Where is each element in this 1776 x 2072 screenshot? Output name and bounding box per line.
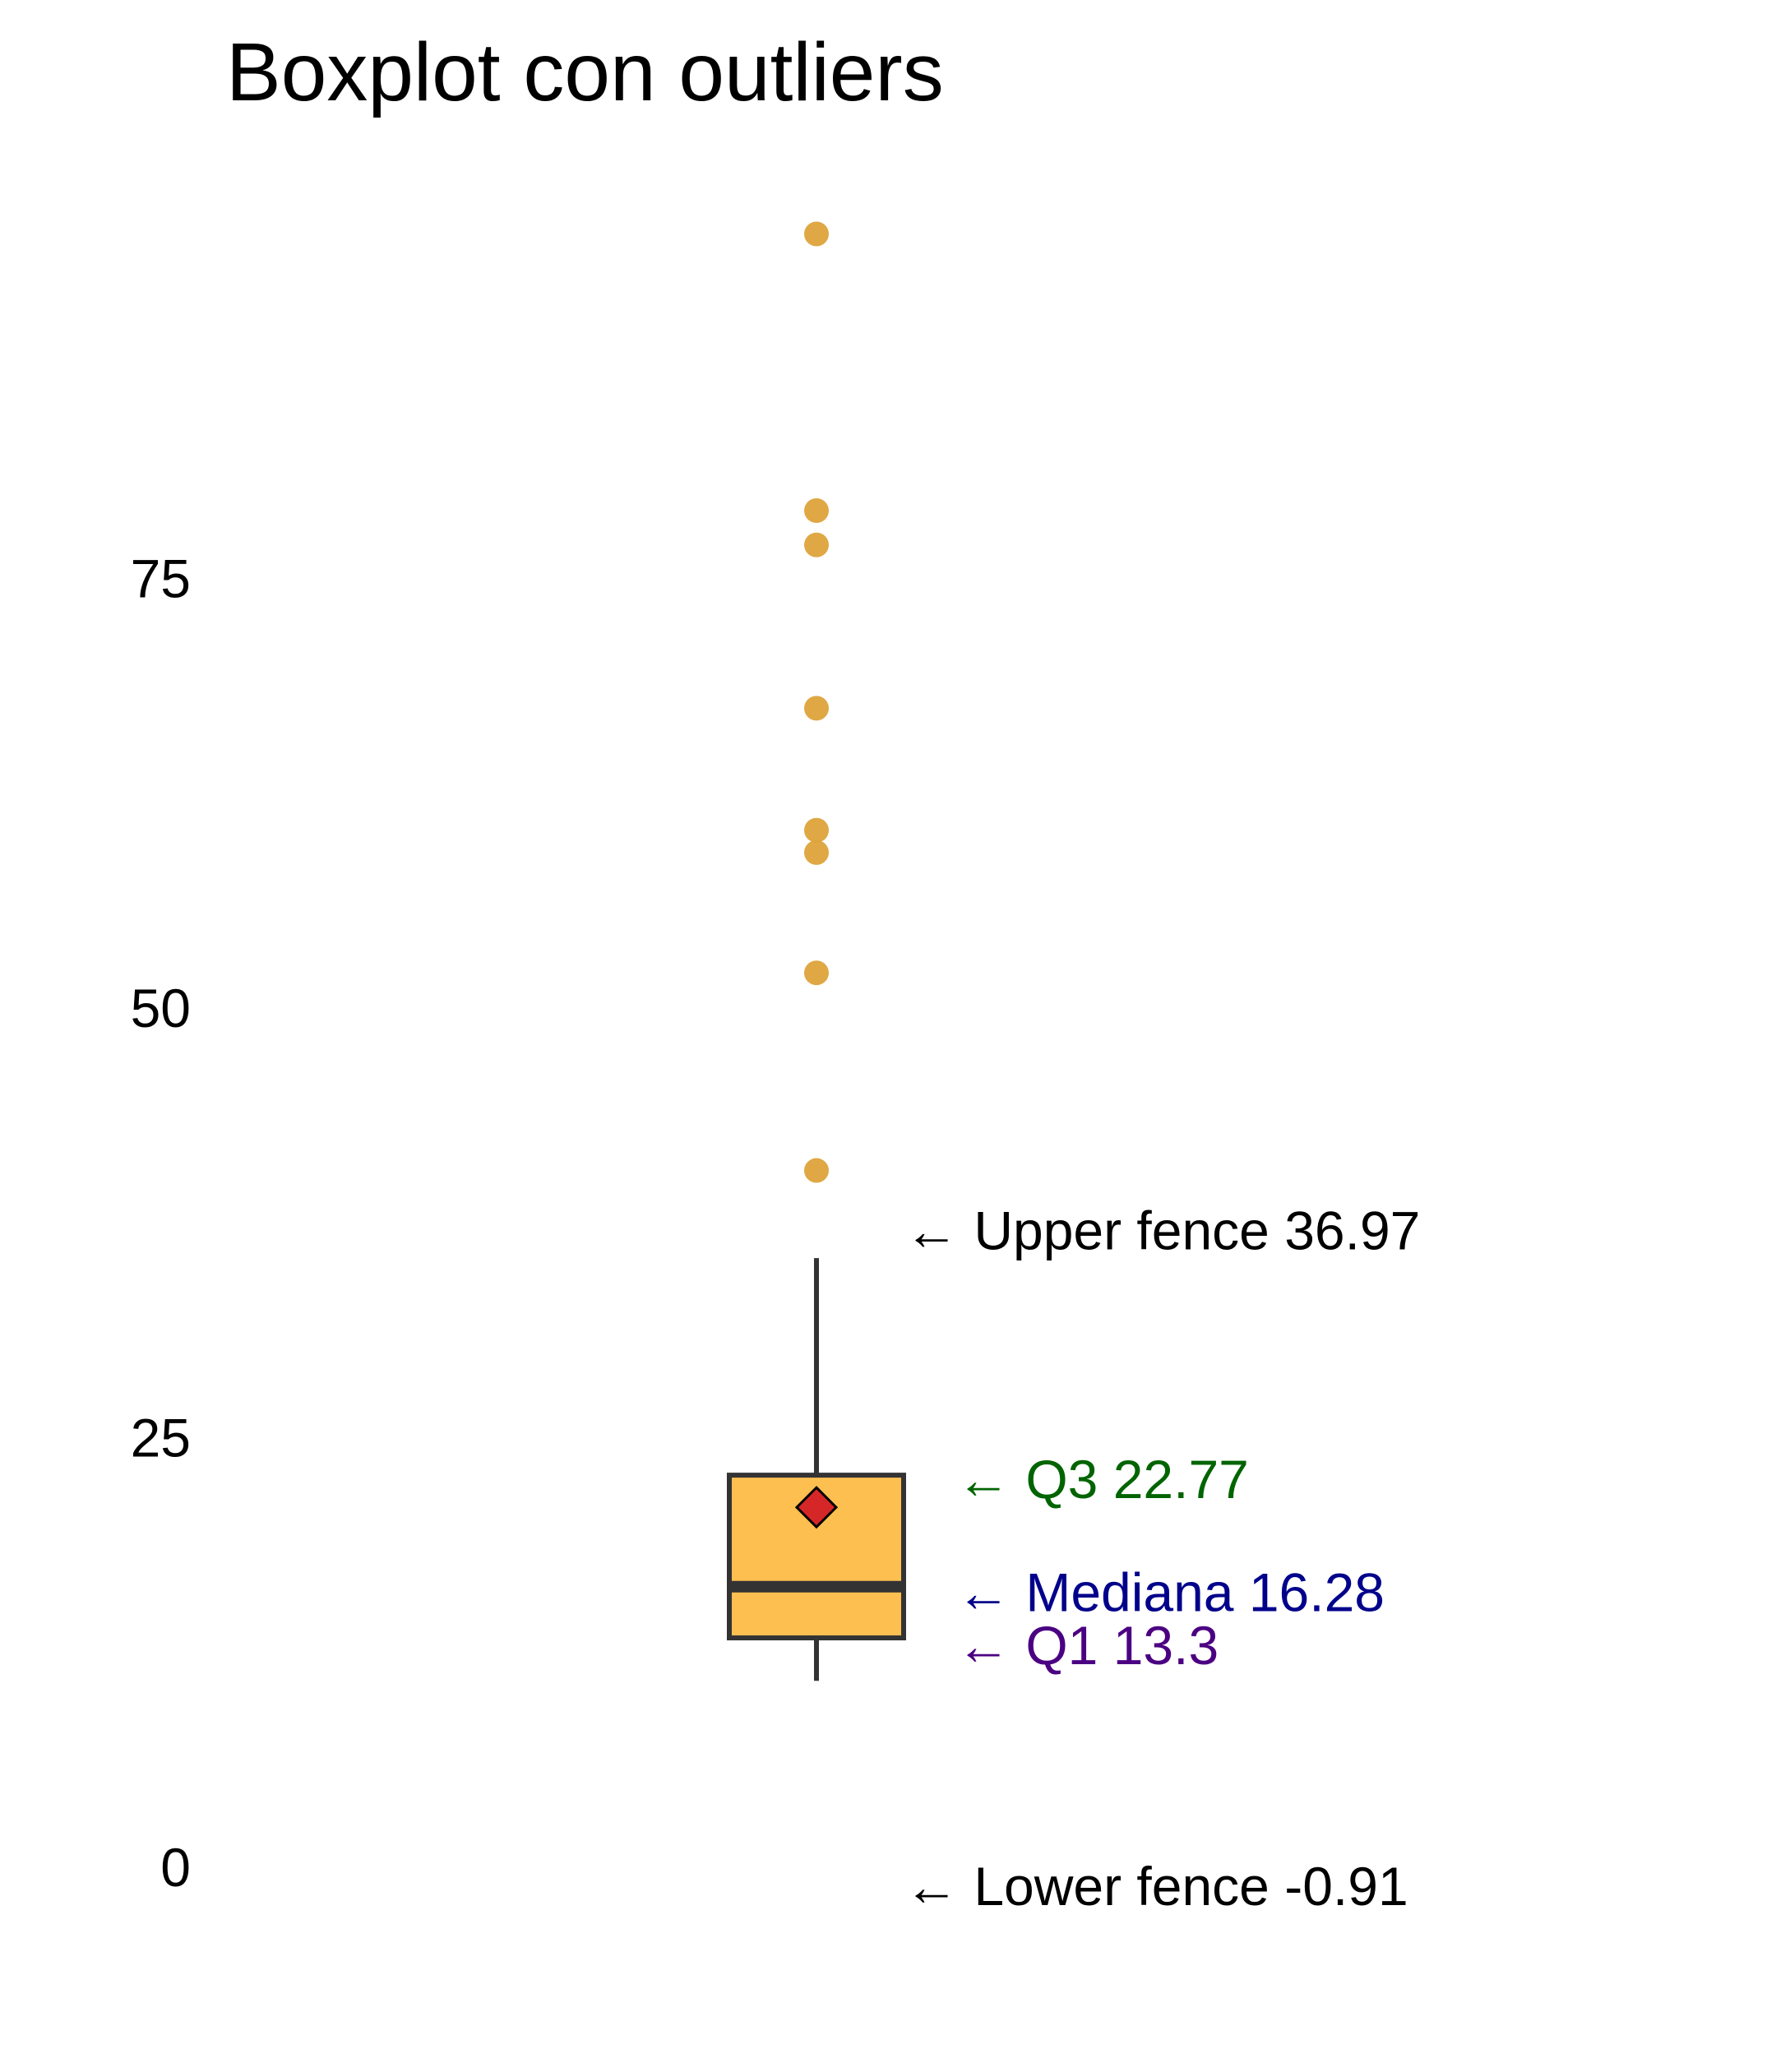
outlier-point-2 bbox=[804, 960, 829, 986]
outlier-point-3 bbox=[804, 839, 829, 865]
annotation-lower-fence: ← Lower fence -0.91 bbox=[904, 1856, 1408, 1917]
outlier-point-4 bbox=[804, 817, 829, 843]
annotations-group: ← Upper fence 36.97 ← Q3 22.77 ← Mediana 1… bbox=[904, 1200, 1420, 1917]
y-axis-ticks: 0 25 50 75 bbox=[131, 548, 191, 1899]
outlier-point-8 bbox=[804, 221, 829, 247]
annotation-q1: ← Q1 13.3 bbox=[956, 1615, 1219, 1676]
annotation-upper-fence: ← Upper fence 36.97 bbox=[904, 1200, 1420, 1260]
outlier-point-1 bbox=[804, 1158, 829, 1183]
annotation-median: ← Mediana 16.28 bbox=[956, 1562, 1385, 1623]
chart-title: Boxplot con outliers bbox=[226, 26, 944, 118]
outliers-group bbox=[804, 221, 829, 1183]
y-tick-label-50: 50 bbox=[131, 978, 191, 1038]
box-group bbox=[727, 1473, 906, 1641]
y-tick-label-0: 0 bbox=[160, 1837, 191, 1898]
mean-marker bbox=[794, 1486, 839, 1529]
outlier-point-7 bbox=[804, 497, 829, 523]
y-tick-label-25: 25 bbox=[131, 1408, 191, 1468]
annotation-q3: ← Q3 22.77 bbox=[956, 1449, 1249, 1510]
y-tick-label-75: 75 bbox=[131, 548, 191, 609]
outlier-point-6 bbox=[804, 532, 829, 557]
outlier-point-5 bbox=[804, 696, 829, 721]
